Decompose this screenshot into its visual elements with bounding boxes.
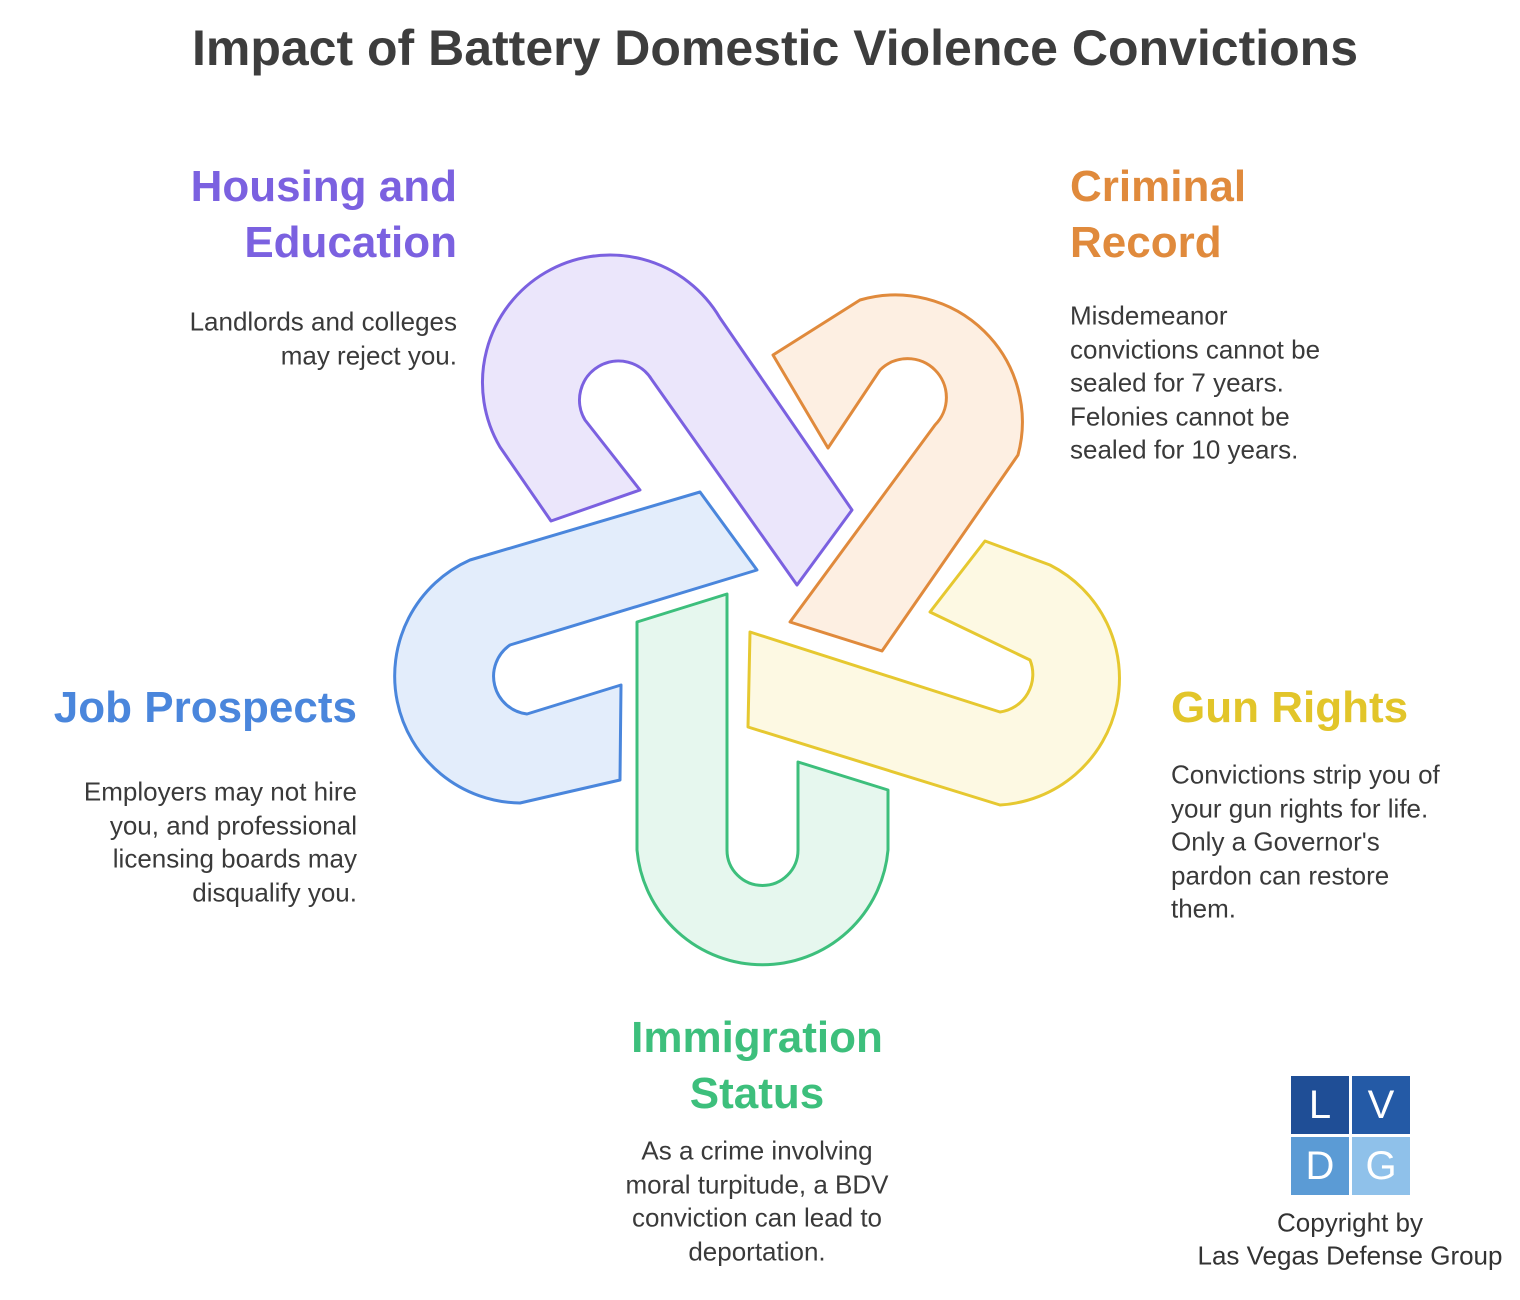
item-description: disqualify you. <box>192 877 357 908</box>
item-description: you, and professional <box>109 810 357 841</box>
item-description: them. <box>1171 893 1237 924</box>
item-description: sealed for 7 years. <box>1070 367 1284 398</box>
logo-cell: V <box>1352 1076 1410 1134</box>
item-description: Landlords and colleges <box>189 306 457 337</box>
item-description: As a crime involving <box>641 1135 873 1166</box>
item-description: licensing boards may <box>112 843 357 874</box>
hook-job <box>393 490 759 805</box>
logo-cell: L <box>1291 1076 1349 1134</box>
item-description: Misdemeanor <box>1070 300 1228 331</box>
item-description: convictions cannot be <box>1070 334 1321 365</box>
item-title: Status <box>689 1069 825 1118</box>
item-description: conviction can lead to <box>631 1202 883 1233</box>
item-description: deportation. <box>688 1236 826 1267</box>
hook-gun <box>746 539 1121 807</box>
item-description: may reject you. <box>280 340 457 371</box>
item-title: Criminal <box>1070 162 1247 211</box>
item-title: Education <box>244 218 457 267</box>
logo-cell: D <box>1291 1137 1349 1195</box>
item-title: Record <box>1070 218 1222 267</box>
logo-cell: G <box>1352 1137 1410 1195</box>
item-description: Employers may not hire <box>83 776 357 807</box>
item-title: Immigration <box>631 1013 883 1062</box>
item-description: Felonies cannot be <box>1070 401 1290 432</box>
item-description: Only a Governor's <box>1171 826 1380 857</box>
item-description: sealed for 10 years. <box>1070 434 1299 465</box>
copyright: Copyright by <box>1277 1207 1423 1238</box>
hook-housing <box>481 253 854 587</box>
item-description: Convictions strip you of <box>1171 759 1440 790</box>
item-title: Gun Rights <box>1171 683 1409 732</box>
hook-immigration <box>635 592 890 967</box>
item-description: your gun rights for life. <box>1171 793 1429 824</box>
item-description: moral turpitude, a BDV <box>625 1169 889 1200</box>
item-title: Housing and <box>190 162 457 211</box>
item-description: pardon can restore <box>1171 860 1390 891</box>
hook-criminal <box>771 293 1024 653</box>
copyright: Las Vegas Defense Group <box>1197 1240 1503 1271</box>
title: Impact of Battery Domestic Violence Conv… <box>191 20 1359 76</box>
item-title: Job Prospects <box>53 683 357 732</box>
